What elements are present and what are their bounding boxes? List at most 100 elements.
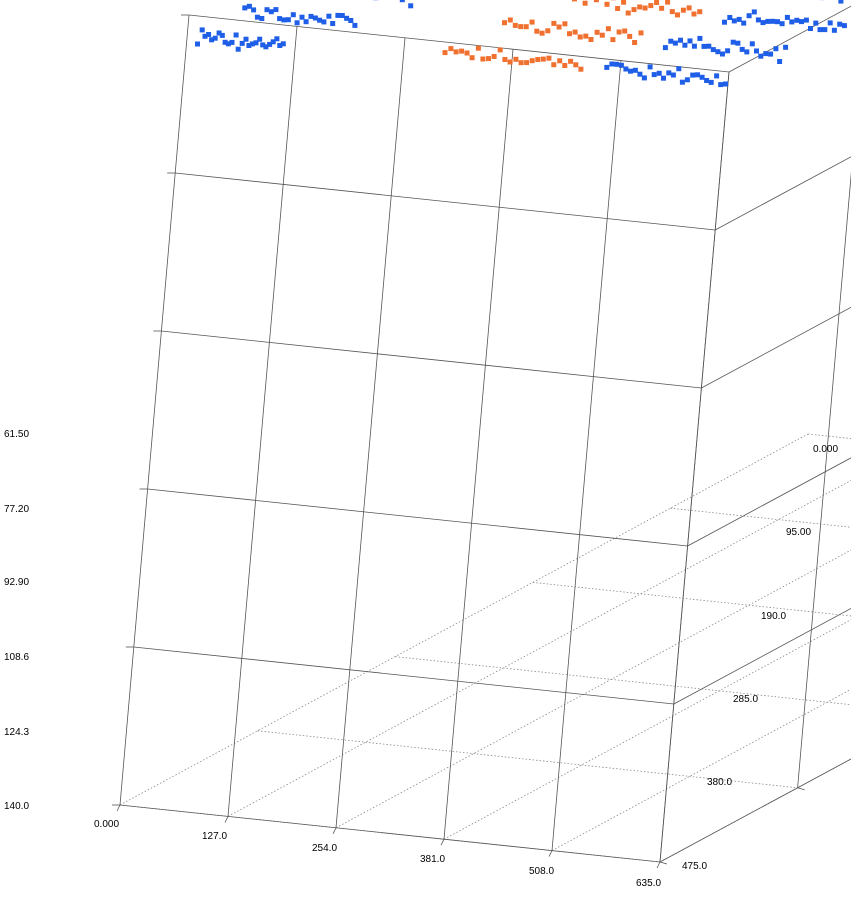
data-point-orange <box>665 0 671 5</box>
data-point-orange <box>680 7 686 13</box>
wall-grid-line <box>551 60 622 851</box>
data-point-blue <box>222 39 228 45</box>
floor-grid-line <box>659 758 851 863</box>
data-point-blue <box>722 19 727 25</box>
data-point-blue <box>731 18 737 24</box>
x-tick-label: 635.0 <box>636 878 661 889</box>
data-point-orange <box>534 28 540 34</box>
data-point-orange <box>573 62 579 68</box>
x-tick-mark <box>224 816 229 823</box>
data-point-blue <box>751 9 757 15</box>
data-point-blue <box>817 27 823 33</box>
data-point-orange <box>583 33 589 39</box>
floor-grid-line <box>532 582 851 617</box>
floor-grid-line <box>227 479 851 817</box>
data-point-orange <box>557 58 563 64</box>
data-point-blue <box>777 59 783 64</box>
data-point-blue <box>195 41 200 47</box>
data-point-blue <box>679 79 685 85</box>
data-point-blue <box>763 51 769 57</box>
data-point-blue <box>408 3 414 9</box>
data-point-blue <box>744 49 750 55</box>
data-point-orange <box>513 56 519 62</box>
data-point-orange <box>622 28 628 34</box>
data-point-blue <box>695 72 700 78</box>
data-point-blue <box>253 40 259 46</box>
data-point-blue <box>779 21 785 27</box>
data-point-orange <box>697 9 703 15</box>
data-point-orange <box>502 57 508 62</box>
data-point-blue <box>794 17 800 23</box>
data-point-orange <box>638 30 644 36</box>
data-point-blue <box>246 43 252 48</box>
data-point-blue <box>691 43 697 49</box>
data-point-orange <box>502 20 507 26</box>
data-point-blue <box>235 46 241 52</box>
wall-grid-line <box>659 71 730 863</box>
data-point-blue <box>199 27 205 33</box>
data-point-orange <box>637 4 643 10</box>
data-point-blue <box>735 40 741 46</box>
z-tick-label: 140.0 <box>4 801 29 812</box>
data-point-blue <box>770 18 776 24</box>
data-point-orange <box>659 5 665 11</box>
data-point-blue <box>651 72 657 78</box>
y-tick-label: 190.0 <box>761 611 786 622</box>
data-point-orange <box>497 47 503 53</box>
x-tick-label: 0.000 <box>94 819 119 830</box>
data-point-orange <box>448 46 454 52</box>
wall-grid-line <box>728 5 851 73</box>
wall-grid-line <box>797 171 851 788</box>
data-point-blue <box>259 16 265 21</box>
data-point-blue <box>755 17 761 23</box>
data-point-blue <box>233 32 239 38</box>
wall-grid-line <box>227 26 298 817</box>
data-point-blue <box>264 7 270 13</box>
data-point-orange <box>599 32 605 38</box>
data-point-blue <box>684 77 690 83</box>
data-point-orange <box>491 54 497 59</box>
wall-grid-line <box>715 156 851 231</box>
data-point-blue <box>773 46 779 52</box>
wall-grid-line <box>335 37 406 828</box>
data-point-blue <box>678 37 683 43</box>
data-point-blue <box>837 21 843 27</box>
data-point-blue <box>281 17 287 23</box>
data-point-orange <box>556 24 562 30</box>
data-point-blue <box>690 72 696 78</box>
data-point-blue <box>251 7 257 13</box>
floor-grid-line <box>335 549 851 829</box>
data-point-blue <box>243 36 249 42</box>
data-point-blue <box>661 75 666 81</box>
data-point-orange <box>648 3 654 9</box>
floor-grid-line <box>395 656 851 706</box>
data-point-blue <box>666 70 672 76</box>
data-point-orange <box>486 56 491 62</box>
data-point-orange <box>604 1 610 7</box>
data-point-blue <box>768 51 774 57</box>
wall-grid-line <box>161 330 702 389</box>
data-point-blue <box>831 27 837 33</box>
data-point-blue <box>775 19 780 25</box>
data-point-blue <box>242 5 248 11</box>
data-point-blue <box>335 12 341 18</box>
data-point-blue <box>294 20 300 26</box>
data-point-blue <box>708 79 714 85</box>
z-tick-label: 124.3 <box>4 727 29 738</box>
y-tick-label: 380.0 <box>707 777 732 788</box>
data-point-orange <box>594 29 600 35</box>
data-point-blue <box>348 18 354 23</box>
data-point-blue <box>267 41 273 47</box>
data-point-blue <box>202 33 208 39</box>
data-point-orange <box>625 10 631 16</box>
data-point-blue <box>280 41 286 47</box>
data-point-orange <box>654 0 660 5</box>
data-point-orange <box>631 7 637 13</box>
data-point-orange <box>507 17 513 23</box>
tick-labels: 61.50 77.20 92.90 108.6 124.3 140.0 0.00… <box>4 429 838 889</box>
data-point-orange <box>675 12 680 18</box>
data-point-blue <box>720 51 725 57</box>
data-point-orange <box>535 57 541 62</box>
wall-grid-line <box>147 488 688 547</box>
